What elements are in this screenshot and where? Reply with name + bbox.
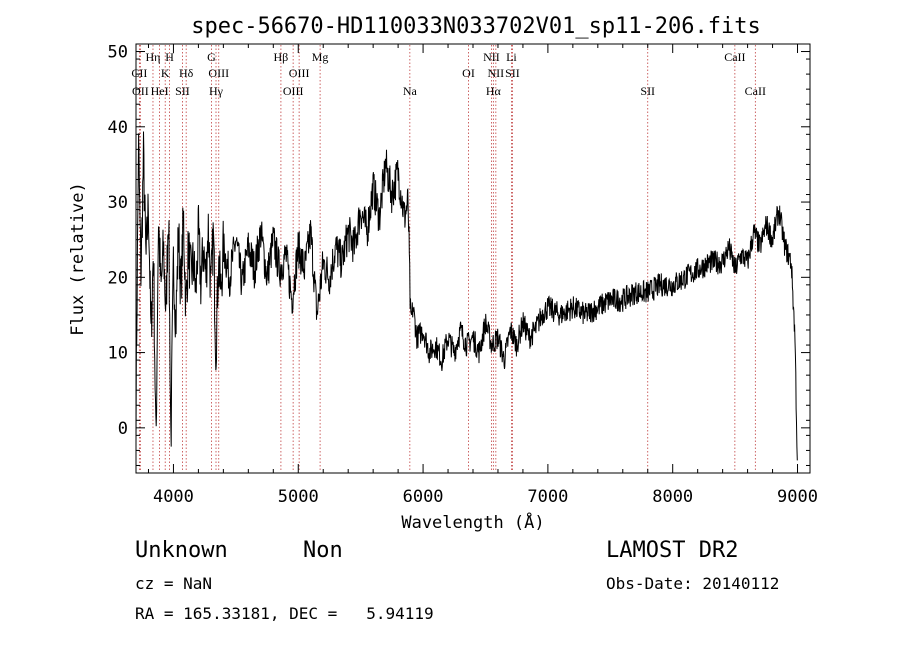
y-tick-label: 40 <box>108 118 128 138</box>
line-marker-label: OIII <box>208 66 229 80</box>
line-marker-label: OI <box>462 66 475 80</box>
line-marker-label: CII <box>131 66 147 80</box>
survey-label: LAMOST DR2 <box>606 538 739 563</box>
line-marker-label: Hβ <box>274 50 289 64</box>
line-marker-label: OIII <box>289 66 310 80</box>
line-marker-label: Mg <box>312 50 329 64</box>
line-marker-label: SII <box>640 84 655 98</box>
line-marker-labels: CIIOIIHηHeIHKSIIHδGOIIIHγHβOIIIOIIIMgNaO… <box>131 50 766 98</box>
line-marker-label: CaII <box>724 50 745 64</box>
line-marker-label: NII <box>488 66 505 80</box>
y-tick-label: 0 <box>118 419 128 439</box>
line-marker-label: CaII <box>745 84 766 98</box>
line-marker-label: OIII <box>283 84 304 98</box>
line-marker-label: H <box>165 50 174 64</box>
class-label: Unknown <box>135 538 228 563</box>
line-marker-label: Na <box>403 84 418 98</box>
line-marker-label: K <box>161 66 170 80</box>
line-marker-label: HeI <box>151 84 169 98</box>
x-tick-label: 5000 <box>278 487 319 507</box>
line-marker-label: Hδ <box>179 66 194 80</box>
redshift-label: cz = NaN <box>135 574 213 593</box>
line-marker-label: SII <box>175 84 190 98</box>
x-tick-label: 4000 <box>153 487 194 507</box>
y-axis-label: Flux (relative) <box>68 182 88 336</box>
line-marker-label: SII <box>505 66 520 80</box>
coordinates-label: RA = 165.33181, DEC = 5.94119 <box>135 604 434 623</box>
line-marker-label: Hγ <box>209 84 224 98</box>
chart-title: spec-56670-HD110033N033702V01_sp11-206.f… <box>191 14 761 39</box>
x-axis-ticks: 4000 5000 6000 7000 8000 9000 <box>147 44 818 507</box>
x-tick-label: 9000 <box>777 487 818 507</box>
y-tick-label: 20 <box>108 268 128 288</box>
obs-date-label: Obs-Date: 20140112 <box>606 574 780 593</box>
x-tick-label: 7000 <box>527 487 568 507</box>
subclass-label: Non <box>303 538 343 563</box>
y-axis-ticks: 0 10 20 30 40 50 <box>108 43 810 466</box>
line-marker-label: OII <box>132 84 149 98</box>
line-marker-label: G <box>207 50 216 64</box>
line-marker-label: Li <box>506 50 517 64</box>
spectrum-line <box>135 131 798 461</box>
y-tick-label: 10 <box>108 344 128 364</box>
x-tick-label: 6000 <box>403 487 444 507</box>
y-tick-label: 50 <box>108 43 128 63</box>
x-axis-label: Wavelength (Å) <box>401 511 544 533</box>
x-tick-label: 8000 <box>652 487 693 507</box>
line-marker-label: NII <box>483 50 500 64</box>
y-tick-label: 30 <box>108 193 128 213</box>
line-marker-label: Hα <box>486 84 502 98</box>
line-marker-label: Hη <box>145 50 160 64</box>
